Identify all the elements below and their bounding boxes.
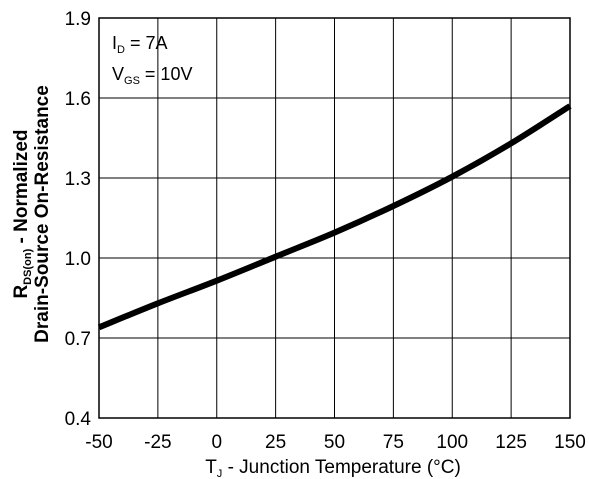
x-axis-label: TJ - Junction Temperature (°C) [205,457,461,479]
annotations: ID = 7A VGS = 10V [112,33,192,87]
x-tick-label: 50 [324,432,345,453]
x-tick-label: 75 [383,432,404,453]
y-tick-label: 1.0 [65,249,91,270]
annotation-vgs: VGS = 10V [112,64,192,87]
y-tick-label: 1.6 [65,89,91,110]
y-axis-label: RDS(on) - Normalized Drain-Source On-Res… [11,85,53,343]
y-tick-labels: 0.4 0.7 1.0 1.3 1.6 1.9 [65,9,92,430]
x-tick-label: 125 [495,432,527,453]
y-tick-label: 1.9 [65,9,91,30]
y-axis-label-line2: Drain-Source On-Resistance [32,85,53,343]
series-line [97,103,572,331]
x-tick-label: 150 [554,432,586,453]
x-tick-label: 25 [265,432,286,453]
annotation-id: ID = 7A [112,33,168,56]
grid [98,17,571,419]
x-tick-label: 100 [436,432,468,453]
y-tick-label: 0.4 [65,409,92,430]
plot-frame [98,17,571,419]
y-tick-label: 0.7 [65,329,91,350]
x-tick-label: -50 [85,432,112,453]
x-tick-labels: -50 -25 0 25 50 75 100 125 150 [85,432,586,453]
x-tick-label: 0 [211,432,222,453]
x-tick-label: -25 [144,432,171,453]
y-tick-label: 1.3 [65,169,91,190]
y-axis-label-line1: RDS(on) - Normalized [11,129,34,298]
